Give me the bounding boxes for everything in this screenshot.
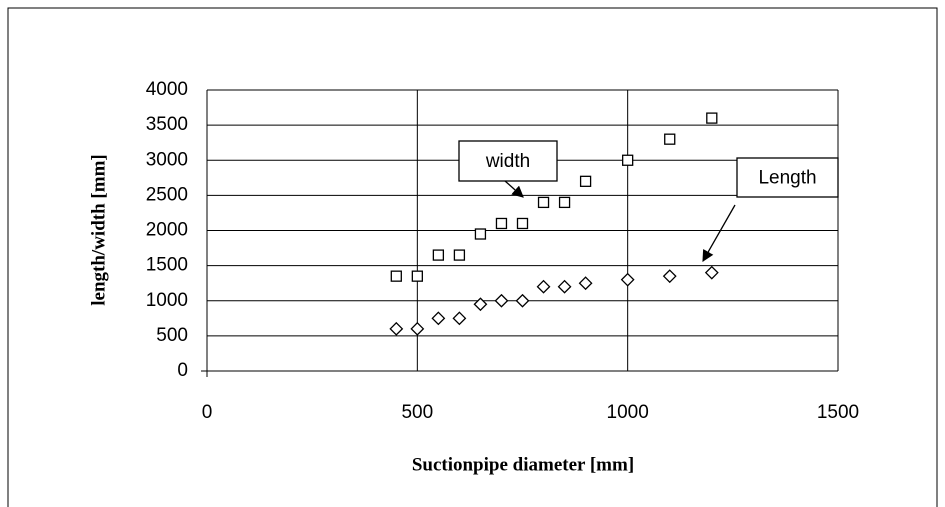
annotation-arrow [702, 204, 736, 263]
diamond-marker [704, 265, 719, 280]
y-tick-label: 500 [156, 325, 188, 346]
square-marker [706, 112, 718, 124]
diamond-marker [662, 269, 677, 284]
diamond-marker [431, 311, 446, 326]
square-marker [390, 270, 402, 282]
x-tick-label: 0 [202, 402, 213, 423]
square-marker [453, 249, 466, 261]
y-tick-label: 0 [177, 360, 188, 381]
square-marker [537, 196, 550, 209]
annotation-text: width [485, 151, 530, 172]
y-tick-label: 1000 [146, 290, 188, 311]
diamond-marker [452, 311, 467, 326]
diamond-marker [410, 321, 425, 336]
y-tick-label: 1500 [146, 255, 188, 276]
square-marker [558, 196, 571, 209]
square-marker [622, 154, 634, 166]
square-marker [432, 249, 445, 261]
square-marker [579, 175, 592, 187]
square-marker [474, 228, 487, 240]
square-marker [411, 270, 423, 282]
diamond-marker [536, 279, 551, 294]
annotation-text: Length [758, 168, 816, 189]
diamond-marker [389, 321, 404, 336]
square-marker [664, 133, 676, 145]
square-marker [516, 217, 529, 230]
y-tick-label: 3500 [146, 114, 188, 135]
frame [7, 7, 938, 507]
y-tick-label: 2500 [146, 184, 188, 205]
x-tick-label: 1500 [817, 402, 859, 423]
diamond-marker [494, 293, 509, 308]
diamond-marker [578, 276, 593, 291]
x-tick-label: 1000 [607, 402, 649, 423]
y-tick-label: 2000 [146, 220, 188, 241]
annotation-box [458, 140, 558, 182]
y-tick-label: 4000 [146, 79, 188, 100]
x-tick-label: 500 [401, 402, 433, 423]
x-axis-label: Suctionpipe diameter [mm] [412, 454, 634, 475]
y-axis-label: length/width [mm] [88, 154, 109, 305]
square-marker [495, 217, 508, 230]
annotation-box [736, 157, 839, 198]
annotation-arrow [504, 180, 524, 198]
diamond-marker [620, 272, 635, 287]
diamond-marker [557, 279, 572, 294]
y-tick-label: 3000 [146, 149, 188, 170]
diamond-marker [515, 293, 530, 308]
diamond-marker [473, 297, 488, 312]
